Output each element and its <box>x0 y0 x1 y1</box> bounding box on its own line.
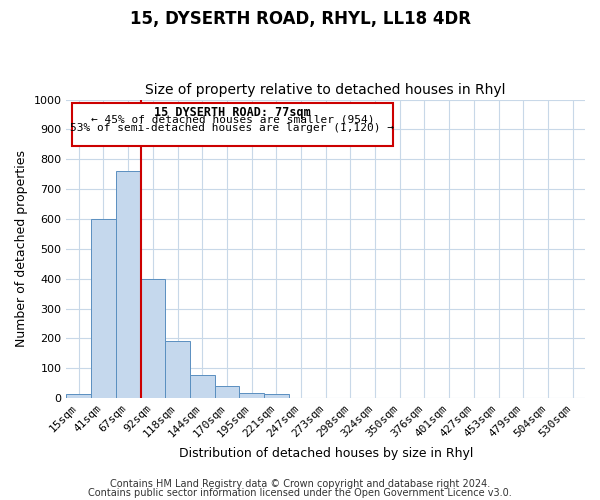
Bar <box>165 342 190 398</box>
Text: 15 DYSERTH ROAD: 77sqm: 15 DYSERTH ROAD: 77sqm <box>154 106 311 119</box>
Text: Contains public sector information licensed under the Open Government Licence v3: Contains public sector information licen… <box>88 488 512 498</box>
Bar <box>116 171 140 398</box>
Bar <box>67 394 91 398</box>
Title: Size of property relative to detached houses in Rhyl: Size of property relative to detached ho… <box>145 83 506 97</box>
Text: 53% of semi-detached houses are larger (1,120) →: 53% of semi-detached houses are larger (… <box>70 123 394 133</box>
Bar <box>190 375 215 398</box>
Bar <box>215 386 239 398</box>
Text: ← 45% of detached houses are smaller (954): ← 45% of detached houses are smaller (95… <box>91 114 374 124</box>
Bar <box>91 219 116 398</box>
Bar <box>239 393 264 398</box>
FancyBboxPatch shape <box>71 102 393 146</box>
X-axis label: Distribution of detached houses by size in Rhyl: Distribution of detached houses by size … <box>179 447 473 460</box>
Text: 15, DYSERTH ROAD, RHYL, LL18 4DR: 15, DYSERTH ROAD, RHYL, LL18 4DR <box>130 10 470 28</box>
Text: Contains HM Land Registry data © Crown copyright and database right 2024.: Contains HM Land Registry data © Crown c… <box>110 479 490 489</box>
Y-axis label: Number of detached properties: Number of detached properties <box>15 150 28 348</box>
Bar <box>264 394 289 398</box>
Bar <box>140 278 165 398</box>
